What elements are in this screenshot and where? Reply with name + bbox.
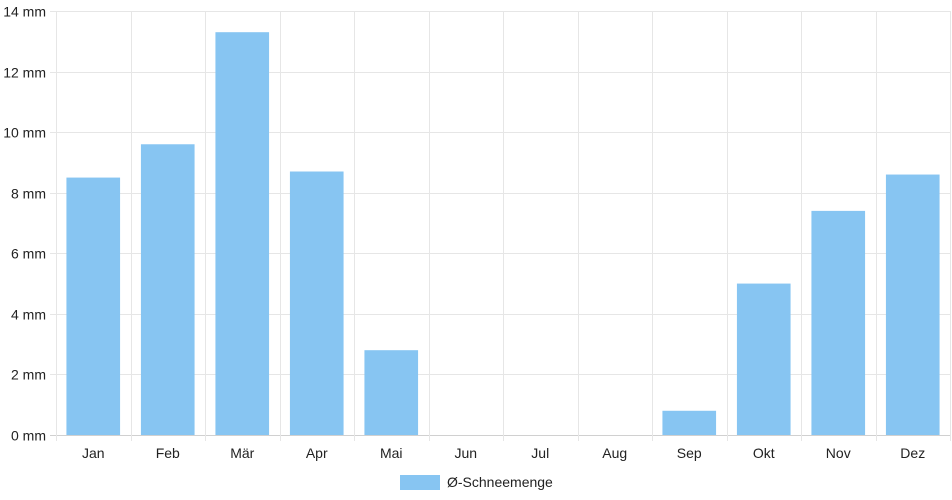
x-tick-label: Sep [677, 445, 702, 461]
y-tick-label: 10 mm [3, 125, 46, 141]
bar-8[interactable] [662, 410, 717, 435]
legend[interactable]: Ø-Schneemenge [400, 474, 553, 490]
grid-lines [50, 11, 951, 441]
y-tick-label: 8 mm [11, 186, 46, 202]
x-tick-label: Mär [230, 445, 254, 461]
bar-0[interactable] [66, 177, 121, 436]
bar-10[interactable] [811, 210, 866, 435]
bar-4[interactable] [364, 350, 419, 435]
x-tick-label: Okt [753, 445, 775, 461]
y-tick-label: 2 mm [11, 367, 46, 383]
x-tick-label: Jun [454, 445, 477, 461]
bars [66, 32, 940, 436]
bar-2[interactable] [215, 32, 270, 435]
y-tick-label: 12 mm [3, 65, 46, 81]
x-tick-label: Dez [900, 445, 925, 461]
y-tick-label: 6 mm [11, 246, 46, 262]
legend-swatch [400, 475, 440, 490]
bar-9[interactable] [736, 283, 791, 435]
bar-1[interactable] [140, 144, 195, 435]
x-tick-label: Jan [82, 445, 105, 461]
x-tick-label: Aug [602, 445, 627, 461]
bar-11[interactable] [885, 174, 940, 436]
x-tick-label: Feb [156, 445, 180, 461]
y-axis: 0 mm 2 mm 4 mm 6 mm 8 mm 10 mm 12 mm 14 mm [3, 4, 46, 444]
x-tick-label: Nov [826, 445, 851, 461]
x-tick-label: Jul [531, 445, 549, 461]
x-tick-label: Mai [380, 445, 403, 461]
legend-label: Ø-Schneemenge [447, 474, 553, 490]
y-tick-label: 4 mm [11, 307, 46, 323]
bar-3[interactable] [289, 171, 344, 435]
y-tick-label: 0 mm [11, 428, 46, 444]
y-tick-label: 14 mm [3, 4, 46, 20]
x-axis: Jan Feb Mär Apr Mai Jun Jul Aug Sep Okt Nov Dez [82, 445, 925, 461]
x-tick-label: Apr [306, 445, 328, 461]
